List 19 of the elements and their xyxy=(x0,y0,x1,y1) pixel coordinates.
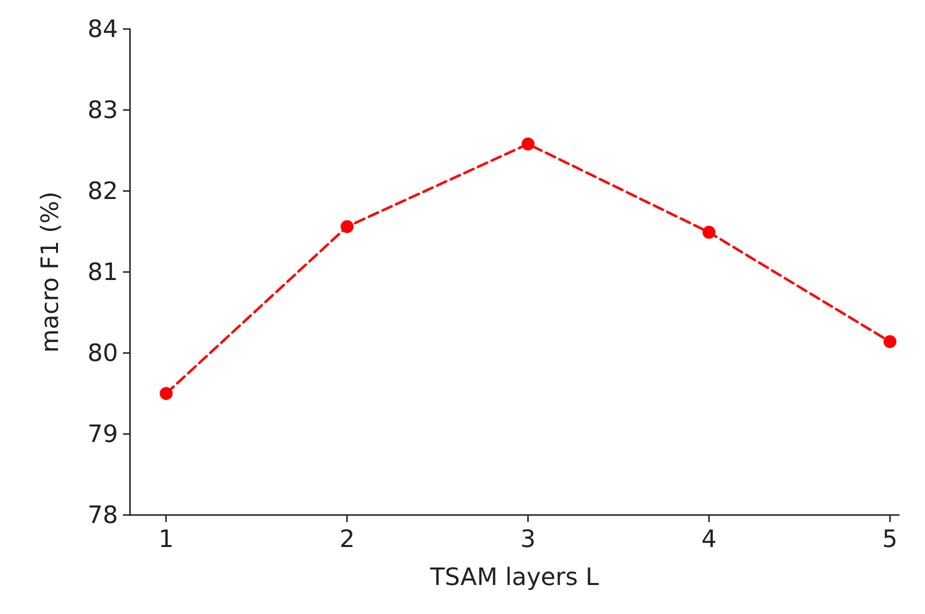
x-tick-label: 5 xyxy=(882,525,898,553)
x-tick-label: 1 xyxy=(158,525,174,553)
y-tick-label: 80 xyxy=(87,339,118,367)
y-axis-title: macro F1 (%) xyxy=(36,191,64,353)
point xyxy=(522,138,535,151)
x-axis-title: TSAM layers L xyxy=(429,563,600,591)
x-tick-label: 4 xyxy=(701,525,717,553)
y-tick-label: 81 xyxy=(87,258,118,286)
point xyxy=(340,220,354,234)
point xyxy=(160,387,173,400)
y-tick-label: 84 xyxy=(87,15,118,43)
y-tick-label: 79 xyxy=(87,420,118,448)
point xyxy=(702,226,716,239)
y-tick-label: 78 xyxy=(87,501,118,529)
x-tick-label: 2 xyxy=(339,525,355,553)
y-tick-label: 82 xyxy=(87,177,118,205)
y-tick-label: 83 xyxy=(87,96,118,124)
point xyxy=(883,335,896,348)
x-tick-label: 3 xyxy=(520,525,536,553)
